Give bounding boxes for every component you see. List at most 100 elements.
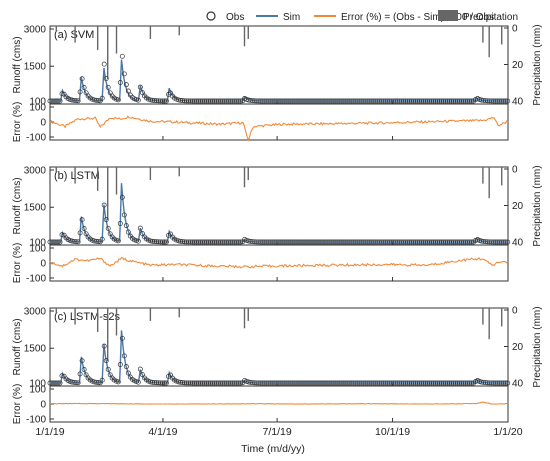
- legend-precip-swatch: [438, 10, 458, 21]
- error-axis-label: Error (%): [12, 243, 23, 284]
- obs-point: [135, 238, 141, 244]
- obs-point: [125, 370, 131, 376]
- obs-point: [77, 89, 83, 95]
- obs-point: [103, 358, 109, 364]
- obs-point: [115, 379, 121, 385]
- legend-error-label: Error (%) = (Obs - Sim) *100 / Obs: [341, 12, 494, 23]
- obs-point: [505, 239, 511, 245]
- obs-point: [503, 98, 509, 104]
- error-line: [50, 401, 508, 405]
- precip-tick-label: 20: [512, 342, 524, 353]
- obs-point: [55, 98, 61, 104]
- obs-point: [121, 353, 127, 359]
- x-tick-label: 7/1/19: [263, 426, 292, 438]
- error-line: [49, 115, 509, 142]
- obs-point: [505, 380, 511, 386]
- obs-point: [117, 80, 123, 85]
- obs-point: [101, 202, 107, 208]
- legend-obs-marker: [206, 11, 216, 21]
- error-axis-label: Error (%): [12, 102, 23, 143]
- obs-point: [101, 61, 107, 67]
- runoff-tick-label: 1500: [24, 203, 47, 214]
- obs-point: [59, 373, 65, 379]
- legend-obs-label: Obs: [226, 12, 244, 23]
- precip-tick-label: 40: [512, 238, 524, 249]
- sim-line: [50, 59, 508, 102]
- legend-sim-label: Sim: [283, 12, 300, 23]
- precip-tick-label: 40: [512, 379, 524, 390]
- obs-point: [77, 230, 83, 236]
- sim-line: [50, 183, 508, 243]
- precip-tick-label: 40: [512, 97, 524, 108]
- runoff-axis-label: Runoff (cms): [12, 177, 23, 234]
- error-tick-label: -100: [26, 415, 46, 426]
- obs-point: [163, 239, 169, 245]
- error-tick-label: 0: [40, 118, 46, 129]
- obs-point: [75, 98, 81, 104]
- obs-point: [59, 232, 65, 238]
- error-axis-label: Error (%): [12, 384, 23, 425]
- error-tick-label: -100: [26, 274, 46, 285]
- obs-point: [77, 371, 83, 377]
- obs-point: [95, 239, 101, 245]
- sim-line: [50, 330, 508, 384]
- obs-point: [103, 76, 109, 82]
- obs-point: [137, 366, 143, 372]
- obs-point: [125, 229, 131, 235]
- obs-point: [99, 95, 105, 101]
- obs-point: [55, 239, 61, 245]
- runoff-tick-label: 1500: [24, 344, 47, 355]
- obs-point: [79, 76, 85, 82]
- obs-point: [119, 335, 125, 341]
- runoff-tick-label: 100: [29, 238, 46, 249]
- precip-axis-label: Precipitation (mm): [532, 24, 543, 105]
- obs-point: [161, 239, 167, 245]
- obs-point: [105, 84, 111, 90]
- error-tick-label: 100: [29, 385, 46, 396]
- obs-point: [117, 221, 123, 226]
- obs-point: [238, 380, 244, 386]
- obs-point: [75, 380, 81, 386]
- obs-point: [121, 212, 127, 218]
- x-axis-label: Time (m/d/yy): [241, 443, 305, 455]
- precip-tick-label: 20: [512, 60, 524, 71]
- error-tick-label: -100: [26, 133, 46, 144]
- obs-point: [503, 239, 509, 245]
- obs-point: [103, 217, 109, 223]
- panel-title: (b) LSTM: [54, 170, 100, 182]
- obs-point: [79, 217, 85, 223]
- obs-point: [81, 85, 87, 90]
- obs-point: [133, 97, 139, 103]
- obs-point: [59, 91, 65, 97]
- obs-point: [117, 362, 123, 367]
- obs-point: [133, 379, 139, 385]
- legend-precip-label: Precipitation: [463, 12, 518, 23]
- error-line: [49, 256, 509, 269]
- obs-point: [137, 225, 143, 231]
- obs-point: [123, 223, 129, 229]
- precip-tick-label: 0: [512, 24, 518, 35]
- precip-axis-label: Precipitation (mm): [532, 306, 543, 387]
- error-tick-label: 0: [40, 400, 46, 411]
- obs-point: [163, 98, 169, 104]
- panel-title: (c) LSTM-s2s: [54, 311, 121, 323]
- obs-point: [73, 239, 79, 245]
- obs-point: [119, 53, 125, 59]
- runoff-tick-label: 3000: [24, 166, 47, 177]
- obs-point: [503, 380, 509, 386]
- error-tick-label: 100: [29, 244, 46, 255]
- obs-point: [121, 71, 127, 77]
- obs-point: [133, 238, 139, 244]
- obs-point: [81, 226, 87, 231]
- runoff-tick-label: 1500: [24, 62, 47, 73]
- obs-point: [119, 194, 125, 200]
- panel-title: (a) SVM: [54, 29, 94, 41]
- obs-point: [135, 97, 141, 103]
- precip-axis-label: Precipitation (mm): [532, 165, 543, 246]
- runoff-axis-label: Runoff (cms): [12, 318, 23, 375]
- obs-point: [57, 98, 63, 104]
- obs-point: [101, 343, 107, 349]
- runoff-tick-label: 100: [29, 97, 46, 108]
